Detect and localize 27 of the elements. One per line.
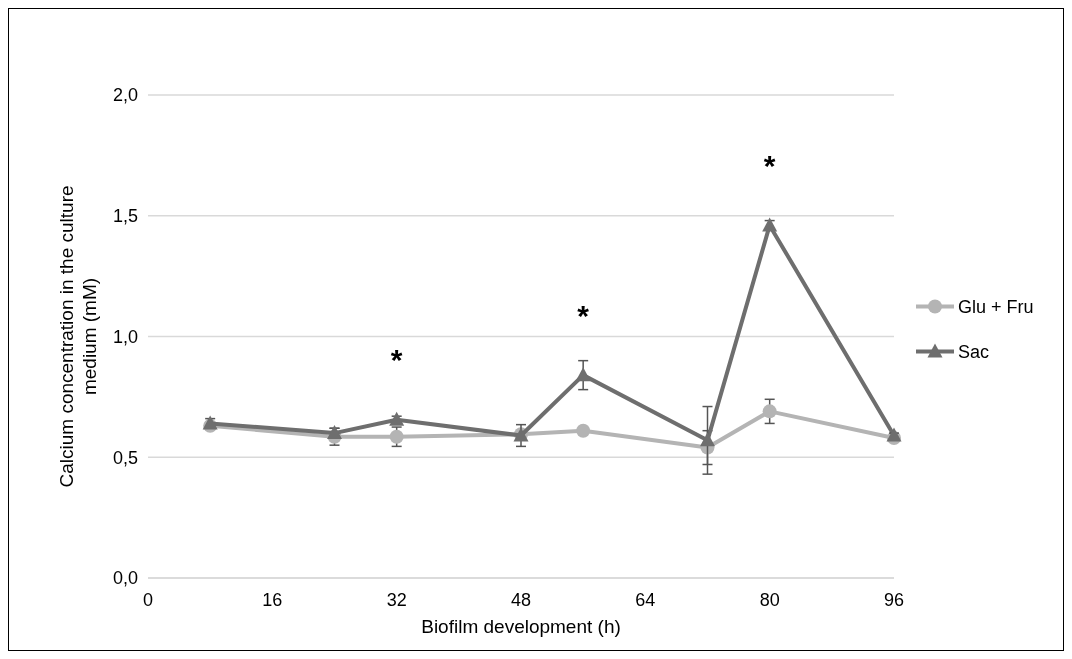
x-tick-label: 80: [759, 590, 780, 610]
annotation: *: [390, 343, 403, 377]
point: [762, 217, 778, 232]
annotation: *: [577, 298, 590, 332]
x-tick-label: 96: [883, 590, 905, 610]
legend-label: Glu + Fru: [958, 296, 1034, 317]
y-tick-label: 1,0: [112, 326, 138, 347]
x-axis-title: Biofilm development (h): [421, 616, 621, 637]
x-tick-label: 48: [510, 590, 532, 610]
point: [327, 425, 342, 440]
point: [762, 404, 777, 419]
x-tick-label: 16: [262, 590, 283, 610]
x-tick-label: 0: [142, 590, 154, 610]
y-axis-title: Calcium concentration in the culture medium (mM): [56, 185, 100, 488]
y-tick-label: 0,0: [112, 568, 138, 589]
legend-label: Sac: [958, 341, 990, 362]
point: [700, 432, 715, 447]
point: [575, 367, 591, 382]
y-tick-label: 0,5: [112, 447, 138, 468]
point: [389, 429, 404, 444]
point: [576, 423, 591, 438]
y-tick-label: 2,0: [112, 85, 138, 106]
point: [389, 411, 405, 426]
x-tick-label: 64: [635, 590, 656, 610]
annotation: *: [763, 148, 776, 182]
x-tick-label: 32: [386, 590, 407, 610]
y-tick-label: 1,5: [112, 206, 138, 227]
